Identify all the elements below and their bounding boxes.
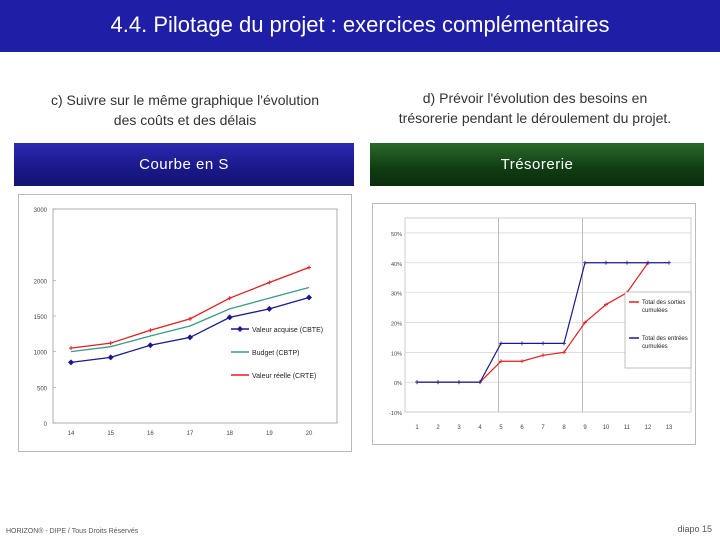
footer-copyright: HORIZON® - DIPE / Tous Droits Réservés: [6, 528, 139, 535]
y-tick-label: 2000: [34, 279, 48, 285]
y-tick-label: 10%: [391, 351, 402, 357]
data-point: [604, 302, 608, 307]
right-subtitle-line1: d) Prévoir l'évolution des besoins en: [422, 90, 648, 106]
treasury-chart: -10%0%10%20%30%40%50%1 2 3 4 5 6 7 8 9 10 11 12 13To…: [389, 217, 692, 431]
data-point: [667, 260, 671, 265]
data-point: [436, 380, 440, 385]
x-tick-label: 5: [499, 425, 503, 431]
y-tick-label: 1000: [34, 351, 48, 357]
data-point: [625, 260, 629, 265]
left-subtitle-line1: c) Suivre sur le même graphique l'évolut…: [50, 92, 320, 108]
data-point: [147, 342, 154, 349]
data-point: [226, 314, 233, 321]
x-tick-label: 6: [520, 425, 524, 431]
left-subtitle-line2: des coûts et des délais: [113, 112, 257, 128]
y-tick-label: 20%: [391, 321, 402, 327]
slide-number: diapo 15: [677, 524, 712, 534]
data-point: [499, 359, 503, 364]
data-point: [499, 341, 503, 346]
data-point: [520, 341, 524, 346]
legend-label: Budget (CBTP): [252, 350, 299, 357]
y-tick-label: 0%: [394, 381, 402, 387]
data-point: [541, 341, 545, 346]
data-point: [520, 359, 524, 364]
y-tick-label: 30%: [391, 292, 402, 298]
x-tick-label: 3: [457, 425, 461, 431]
y-tick-label: 50%: [391, 232, 402, 238]
left-subtitle: c) Suivre sur le même graphique l'évolut…: [20, 90, 350, 130]
data-point: [187, 334, 193, 341]
data-point: [267, 280, 272, 285]
x-tick-label: 11: [624, 425, 631, 431]
legend-label: Total des sorties cumulées: [642, 300, 685, 314]
x-tick-label: 8: [562, 425, 566, 431]
x-tick-label: 1: [415, 425, 419, 431]
x-tick-label: 19: [266, 431, 273, 437]
x-tick-label: 15: [107, 431, 114, 437]
x-tick-label: 10: [603, 425, 610, 431]
legend-box: [624, 291, 692, 369]
data-point: [266, 305, 273, 312]
right-panel-header: Trésorerie: [370, 143, 704, 186]
series-line-1: [70, 286, 310, 353]
y-tick-label: 1500: [34, 315, 48, 321]
data-point: [478, 380, 482, 385]
x-tick-label: 16: [147, 431, 154, 437]
legend-label: Valeur acquise (CBTE): [252, 327, 323, 334]
x-tick-label: 9: [583, 425, 587, 431]
y-tick-label: 500: [37, 386, 48, 392]
data-point: [306, 294, 312, 301]
legend-label: Total des entrées cumulées: [642, 336, 688, 350]
y-tick-label: 40%: [391, 262, 402, 268]
data-point: [583, 260, 587, 265]
y-tick-label: 3000: [34, 208, 48, 214]
data-point: [69, 346, 73, 351]
title-bar: 4.4. Pilotage du projet : exercices comp…: [0, 0, 720, 52]
x-tick-label: 17: [187, 431, 194, 437]
data-point: [604, 260, 608, 265]
data-point: [562, 341, 566, 346]
legend-marker: [237, 326, 243, 332]
x-tick-label: 14: [68, 431, 75, 437]
data-point: [68, 359, 74, 366]
data-point: [541, 353, 545, 358]
data-point: [415, 380, 419, 385]
y-tick-label: -10%: [389, 411, 402, 417]
right-subtitle: d) Prévoir l'évolution des besoins en tr…: [368, 88, 702, 128]
data-point: [188, 316, 192, 321]
x-tick-label: 2: [436, 425, 440, 431]
y-tick-label: 0: [44, 422, 48, 428]
legend-label: Valeur réelle (CRTE): [252, 373, 316, 380]
x-tick-label: 4: [478, 425, 482, 431]
data-point: [307, 265, 311, 270]
left-panel-header: Courbe en S: [14, 143, 354, 186]
s-curve-chart-box: 0 500 1000 1500 2000 3000 14 15 16 17 18 19 20 Valeur…: [18, 194, 352, 452]
x-tick-label: 20: [306, 431, 313, 437]
x-tick-label: 7: [541, 425, 545, 431]
data-point: [227, 296, 232, 301]
right-subtitle-line2: trésorerie pendant le déroulement du pro…: [398, 110, 672, 126]
data-point: [107, 354, 114, 361]
data-point: [646, 260, 650, 265]
data-point: [562, 350, 566, 355]
data-point: [108, 341, 113, 346]
x-tick-label: 12: [645, 425, 652, 431]
page-title: 4.4. Pilotage du projet : exercices comp…: [110, 12, 610, 37]
x-tick-label: 13: [666, 425, 673, 431]
data-point: [457, 380, 461, 385]
data-point: [148, 328, 153, 333]
s-curve-chart: 0 500 1000 1500 2000 3000 14 15 16 17 18 19 20 Valeur…: [34, 208, 338, 437]
data-point: [583, 320, 587, 325]
treasury-chart-box: -10% 0% 10% 20% 30% 40% 50% 1 2 3 4 5 6 7 8 9 10 11 12 13 To…: [372, 203, 696, 445]
x-tick-label: 18: [226, 431, 233, 437]
